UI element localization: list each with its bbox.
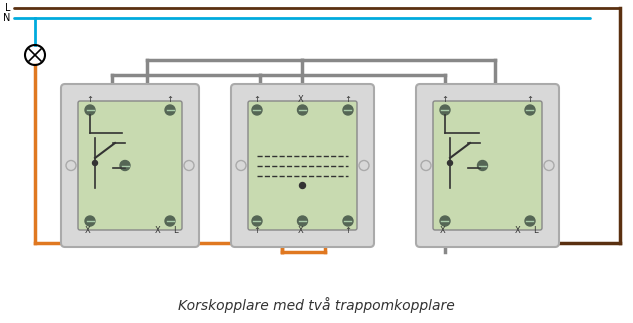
Circle shape bbox=[448, 161, 453, 165]
Text: X: X bbox=[298, 95, 303, 104]
FancyBboxPatch shape bbox=[416, 84, 559, 247]
FancyBboxPatch shape bbox=[78, 101, 182, 230]
Text: ↑: ↑ bbox=[87, 95, 94, 104]
Text: N: N bbox=[3, 13, 10, 23]
Text: ↑: ↑ bbox=[344, 95, 351, 104]
Text: X: X bbox=[155, 226, 161, 235]
Circle shape bbox=[298, 216, 308, 226]
Text: ↑: ↑ bbox=[253, 226, 261, 235]
Text: ↑: ↑ bbox=[166, 95, 173, 104]
Circle shape bbox=[165, 216, 175, 226]
Circle shape bbox=[252, 216, 262, 226]
Text: ↑: ↑ bbox=[253, 95, 261, 104]
Text: ↑: ↑ bbox=[441, 95, 449, 104]
Text: Korskopplare med två trappomkopplare: Korskopplare med två trappomkopplare bbox=[178, 297, 454, 313]
Text: L: L bbox=[533, 226, 537, 235]
Text: X: X bbox=[298, 226, 303, 235]
Circle shape bbox=[440, 216, 450, 226]
Circle shape bbox=[477, 161, 487, 171]
Text: L: L bbox=[173, 226, 177, 235]
FancyBboxPatch shape bbox=[61, 84, 199, 247]
Circle shape bbox=[85, 105, 95, 115]
Text: ↑: ↑ bbox=[527, 95, 534, 104]
Circle shape bbox=[525, 216, 535, 226]
FancyBboxPatch shape bbox=[248, 101, 357, 230]
FancyBboxPatch shape bbox=[231, 84, 374, 247]
Text: X: X bbox=[515, 226, 521, 235]
Circle shape bbox=[298, 105, 308, 115]
Circle shape bbox=[165, 105, 175, 115]
Circle shape bbox=[252, 105, 262, 115]
FancyBboxPatch shape bbox=[433, 101, 542, 230]
Text: X: X bbox=[440, 226, 446, 235]
Circle shape bbox=[343, 216, 353, 226]
Circle shape bbox=[440, 105, 450, 115]
Circle shape bbox=[85, 216, 95, 226]
Text: X: X bbox=[85, 226, 91, 235]
Circle shape bbox=[343, 105, 353, 115]
Text: L: L bbox=[4, 3, 10, 13]
Circle shape bbox=[92, 161, 97, 165]
Circle shape bbox=[525, 105, 535, 115]
Circle shape bbox=[299, 182, 306, 189]
Text: ↑: ↑ bbox=[344, 226, 351, 235]
Circle shape bbox=[120, 161, 130, 171]
